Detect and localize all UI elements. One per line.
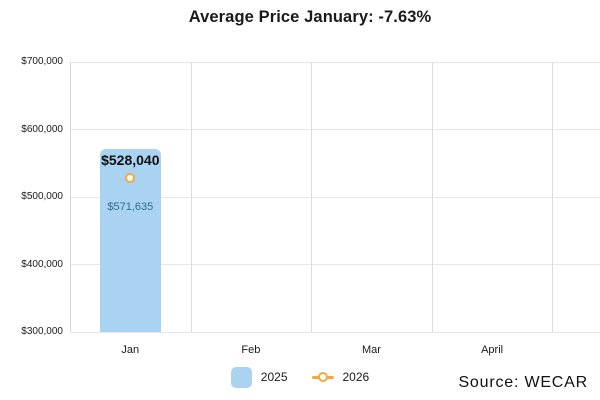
chart-title: Average Price January: -7.63% bbox=[188, 8, 432, 26]
y-axis-tick-label: $500,000 bbox=[21, 191, 63, 202]
y-axis-tick-label: $400,000 bbox=[21, 258, 63, 270]
point-value-label-2026-jan: $528,040 bbox=[101, 152, 160, 169]
h-gridline bbox=[70, 264, 600, 265]
legend-label-2026: 2026 bbox=[342, 370, 370, 384]
h-gridline bbox=[70, 196, 600, 198]
y-axis-tick-label: $300,000 bbox=[21, 326, 63, 337]
h-gridline bbox=[70, 331, 600, 333]
legend-ring-icon bbox=[317, 372, 328, 382]
bar-value-label-2025-jan: $571,635 bbox=[107, 201, 154, 214]
y-axis-tick-label: $600,000 bbox=[21, 123, 63, 135]
v-gridline bbox=[552, 62, 554, 332]
v-gridline bbox=[190, 62, 192, 332]
h-gridline bbox=[70, 61, 600, 63]
x-axis-label-mar: Mar bbox=[362, 344, 381, 356]
h-gridline bbox=[70, 129, 600, 130]
legend-item-2026[interactable]: 2026 bbox=[311, 370, 370, 384]
legend: 2025 2026 bbox=[0, 366, 600, 388]
line-point-2026-jan[interactable] bbox=[125, 173, 136, 184]
y-axis-tick-label: $700,000 bbox=[21, 56, 63, 67]
legend-bar-swatch-icon bbox=[230, 366, 252, 388]
source-label: Source: WECAR bbox=[458, 374, 588, 391]
legend-label-2025: 2025 bbox=[260, 370, 288, 384]
x-axis-label-jan: Jan bbox=[121, 344, 140, 356]
x-axis-label-april: April bbox=[481, 344, 504, 356]
legend-item-2025[interactable]: 2025 bbox=[230, 366, 288, 388]
x-axis-label-feb: Feb bbox=[241, 344, 261, 356]
y-axis-line bbox=[70, 62, 71, 332]
v-gridline bbox=[311, 62, 313, 332]
legend-line-marker-icon bbox=[311, 372, 334, 382]
v-gridline bbox=[431, 62, 433, 332]
